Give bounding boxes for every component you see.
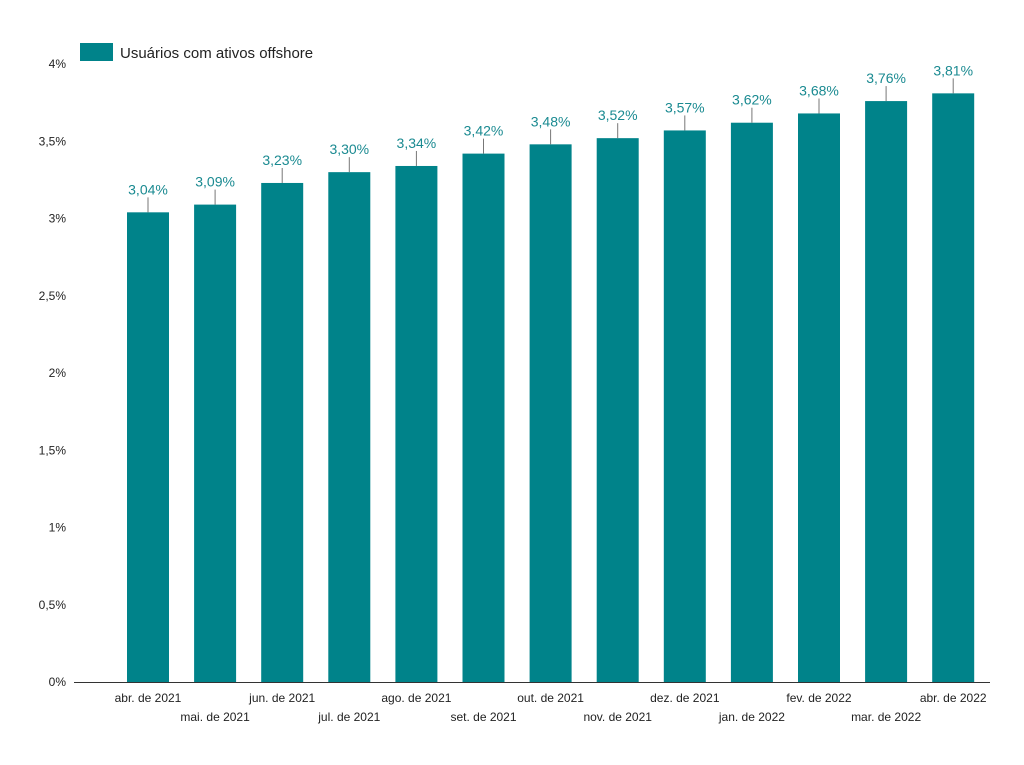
legend: Usuários com ativos offshore — [80, 43, 313, 62]
bar — [798, 113, 840, 682]
x-tick-label: fev. de 2022 — [786, 691, 851, 705]
y-axis-ticks: 0% 0,5% 1% 1,5% 2% 2,5% 3% 3,5% 4% — [39, 57, 67, 689]
y-tick-label: 1% — [49, 521, 67, 535]
bar — [932, 93, 975, 683]
bar — [261, 182, 304, 682]
y-tick-label: 1,5% — [39, 443, 67, 457]
x-tick-label: jun. de 2021 — [248, 691, 315, 705]
y-tick-label: 2,5% — [39, 289, 67, 303]
x-tick-label: mai. de 2021 — [180, 710, 250, 724]
bar — [663, 130, 706, 682]
data-label: 3,34% — [397, 135, 437, 151]
bars: 3,04% 3,09% 3,23% 3,30% 3,34% 3,42% 3,48% 3,52%… — [127, 62, 975, 683]
data-label: 3,48% — [531, 113, 571, 129]
y-tick-label: 0% — [49, 675, 67, 689]
x-tick-label: nov. de 2021 — [583, 710, 652, 724]
data-label: 3,04% — [128, 181, 168, 197]
bar — [462, 153, 505, 683]
x-axis-ticks: abr. de 2021 mai. de 2021 jun. de 2021jul.… — [115, 691, 987, 724]
legend-label: Usuários com ativos offshore — [120, 45, 313, 62]
x-tick-label: ago. de 2021 — [381, 691, 451, 705]
data-label: 3,30% — [329, 141, 369, 157]
x-tick-label: mar. de 2022 — [851, 710, 921, 724]
x-tick-label: set. de 2021 — [450, 710, 516, 724]
data-label: 3,23% — [262, 152, 302, 168]
y-tick-label: 3% — [49, 212, 67, 226]
bar — [127, 212, 169, 682]
bar — [596, 138, 639, 682]
x-tick-label: jul. de 2021 — [317, 710, 380, 724]
x-tick-label: dez. de 2021 — [650, 691, 720, 705]
y-tick-label: 4% — [49, 57, 67, 71]
x-tick-label: abr. de 2021 — [115, 691, 182, 705]
data-label: 3,68% — [799, 82, 839, 98]
bar — [730, 122, 773, 682]
y-tick-label: 2% — [49, 366, 67, 380]
data-label: 3,57% — [665, 99, 705, 115]
legend-swatch — [80, 43, 113, 61]
x-tick-label: out. de 2021 — [517, 691, 584, 705]
data-label: 3,81% — [933, 62, 973, 78]
data-label: 3,62% — [732, 92, 772, 108]
x-tick-label: abr. de 2022 — [920, 691, 987, 705]
data-label: 3,52% — [598, 107, 638, 123]
y-tick-label: 3,5% — [39, 134, 67, 148]
data-label: 3,09% — [195, 174, 235, 190]
bar — [194, 204, 237, 682]
data-label: 3,42% — [464, 123, 504, 139]
bar — [328, 172, 371, 682]
y-tick-label: 0,5% — [39, 598, 67, 612]
x-tick-label: jan. de 2022 — [718, 710, 785, 724]
bar — [865, 101, 908, 682]
bar — [529, 144, 572, 683]
data-label: 3,76% — [866, 70, 906, 86]
bar — [395, 165, 438, 683]
